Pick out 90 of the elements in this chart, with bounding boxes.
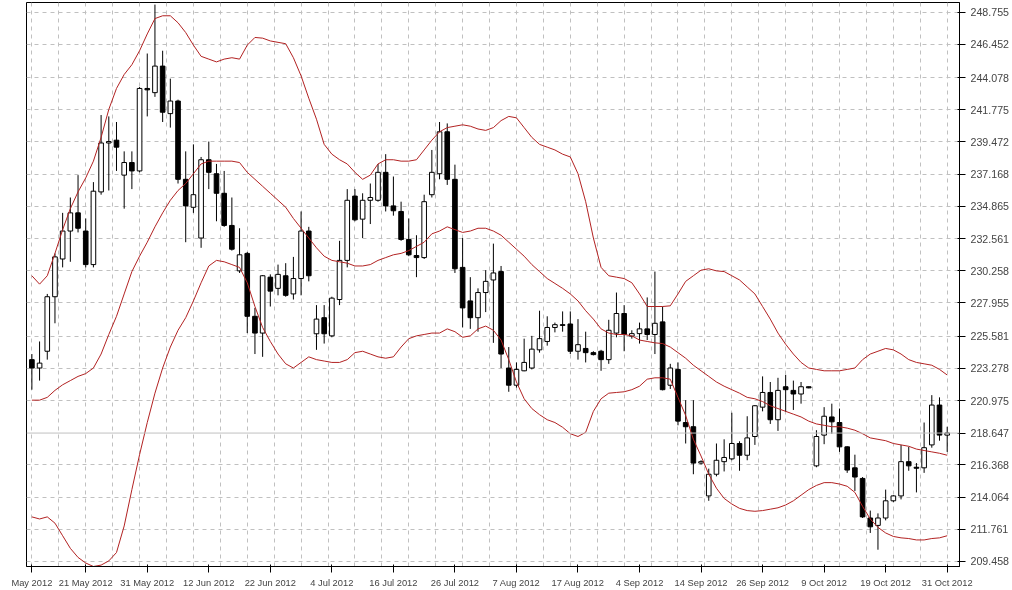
- y-tick-label: 241.775: [970, 103, 1010, 116]
- candlestick: [844, 445, 851, 474]
- candlestick: [882, 489, 889, 521]
- candlestick: [921, 422, 927, 474]
- y-tick-label: 246.452: [970, 38, 1010, 51]
- y-tick-label: 232.561: [970, 232, 1010, 245]
- candlestick: [905, 446, 912, 472]
- candlestick: [490, 243, 497, 344]
- candlestick: [75, 174, 81, 233]
- candlestick: [321, 304, 327, 345]
- candlestick: [505, 346, 512, 393]
- y-tick-label: 234.865: [970, 200, 1010, 213]
- x-tick-label: 17 Aug 2012: [551, 577, 604, 588]
- candlestick: [559, 310, 566, 333]
- y-tick-label: 244.078: [970, 71, 1010, 84]
- candlestick: [744, 415, 751, 461]
- candlestick: [790, 380, 797, 411]
- candlestick: [598, 349, 604, 372]
- candlestick: [852, 454, 858, 492]
- candlestick: [736, 440, 743, 472]
- candlestick: [121, 150, 127, 210]
- x-tick-label: 16 Jul 2012: [369, 577, 418, 588]
- candlestick: [67, 196, 74, 263]
- candlestick: [129, 150, 135, 190]
- y-tick-label: 237.168: [970, 168, 1010, 181]
- candlestick: [359, 192, 366, 239]
- x-tick-label: 26 Jul 2012: [430, 577, 480, 588]
- y-tick-label: 214.064: [970, 491, 1010, 504]
- x-tick-label: 12 Jun 2012: [183, 577, 235, 588]
- candlestick: [705, 468, 712, 502]
- candlestick: [713, 443, 720, 477]
- candlestick: [113, 121, 120, 172]
- candlestick: [313, 304, 320, 351]
- candlestick: [275, 264, 281, 296]
- candlestick: [798, 381, 804, 405]
- candlestick: [544, 315, 551, 347]
- y-tick-label: 227.955: [970, 296, 1010, 309]
- candlestick: [536, 310, 543, 354]
- candlestick: [367, 183, 374, 225]
- x-tick-label: 19 Oct 2012: [860, 577, 912, 588]
- y-tick-label: 225.581: [970, 330, 1010, 343]
- y-tick-label: 239.472: [970, 135, 1010, 148]
- candlestick: [552, 322, 558, 333]
- candlestick: [782, 374, 789, 413]
- candlestick: [105, 115, 112, 191]
- candlestick: [521, 338, 527, 372]
- candlestick: [29, 353, 35, 391]
- x-tick-label: 21 May 2012: [58, 577, 113, 588]
- candlestick: [636, 322, 643, 345]
- candlestick: [429, 149, 435, 198]
- line-series: [31, 15, 948, 376]
- x-tick-label: 22 Jun 2012: [244, 577, 297, 588]
- y-tick-label: 211.761: [970, 523, 1009, 536]
- candlestick: [575, 318, 581, 361]
- candlestick: [529, 335, 535, 370]
- candlestick: [582, 331, 589, 363]
- candlestick: [390, 176, 397, 217]
- y-tick-label: 216.368: [970, 458, 1010, 471]
- candlestick: [652, 271, 658, 355]
- x-tick-label: 4 Jul 2012: [310, 577, 354, 588]
- candlestick: [229, 196, 235, 252]
- x-tick-label: 14 Sep 2012: [674, 577, 728, 588]
- candlestick: [875, 512, 881, 551]
- y-tick-label: 220.975: [970, 394, 1010, 407]
- ref-line-label: 218.647: [970, 427, 1010, 440]
- candlestick: [721, 438, 727, 472]
- candlestick: [205, 141, 212, 190]
- x-tick-label: May 2012: [11, 577, 53, 588]
- candlestick: [352, 188, 358, 222]
- y-tick-label: 223.278: [970, 362, 1010, 375]
- candlestick: [213, 163, 220, 222]
- candlestick: [913, 462, 920, 493]
- x-tick-label: 4 Sep 2012: [615, 577, 664, 588]
- candlestick: [36, 340, 43, 382]
- candlestick: [405, 217, 412, 257]
- x-tick-label: 26 Sep 2012: [736, 577, 790, 588]
- x-tick-label: 31 Oct 2012: [921, 577, 973, 588]
- candlestick: [729, 412, 735, 461]
- candlestick: [621, 304, 627, 352]
- candlestick: [644, 296, 651, 341]
- candlestick: [829, 403, 835, 435]
- y-tick-label: 209.458: [970, 555, 1010, 568]
- x-tick-label: 9 Oct 2012: [801, 577, 847, 588]
- x-tick-label: 31 May 2012: [120, 577, 175, 588]
- candlestick: [482, 269, 489, 313]
- y-tick-label: 248.755: [970, 6, 1010, 19]
- candlestick: [252, 307, 258, 355]
- y-tick-label: 230.258: [970, 264, 1010, 277]
- candlestick: [413, 234, 420, 278]
- x-tick-label: 7 Aug 2012: [492, 577, 540, 588]
